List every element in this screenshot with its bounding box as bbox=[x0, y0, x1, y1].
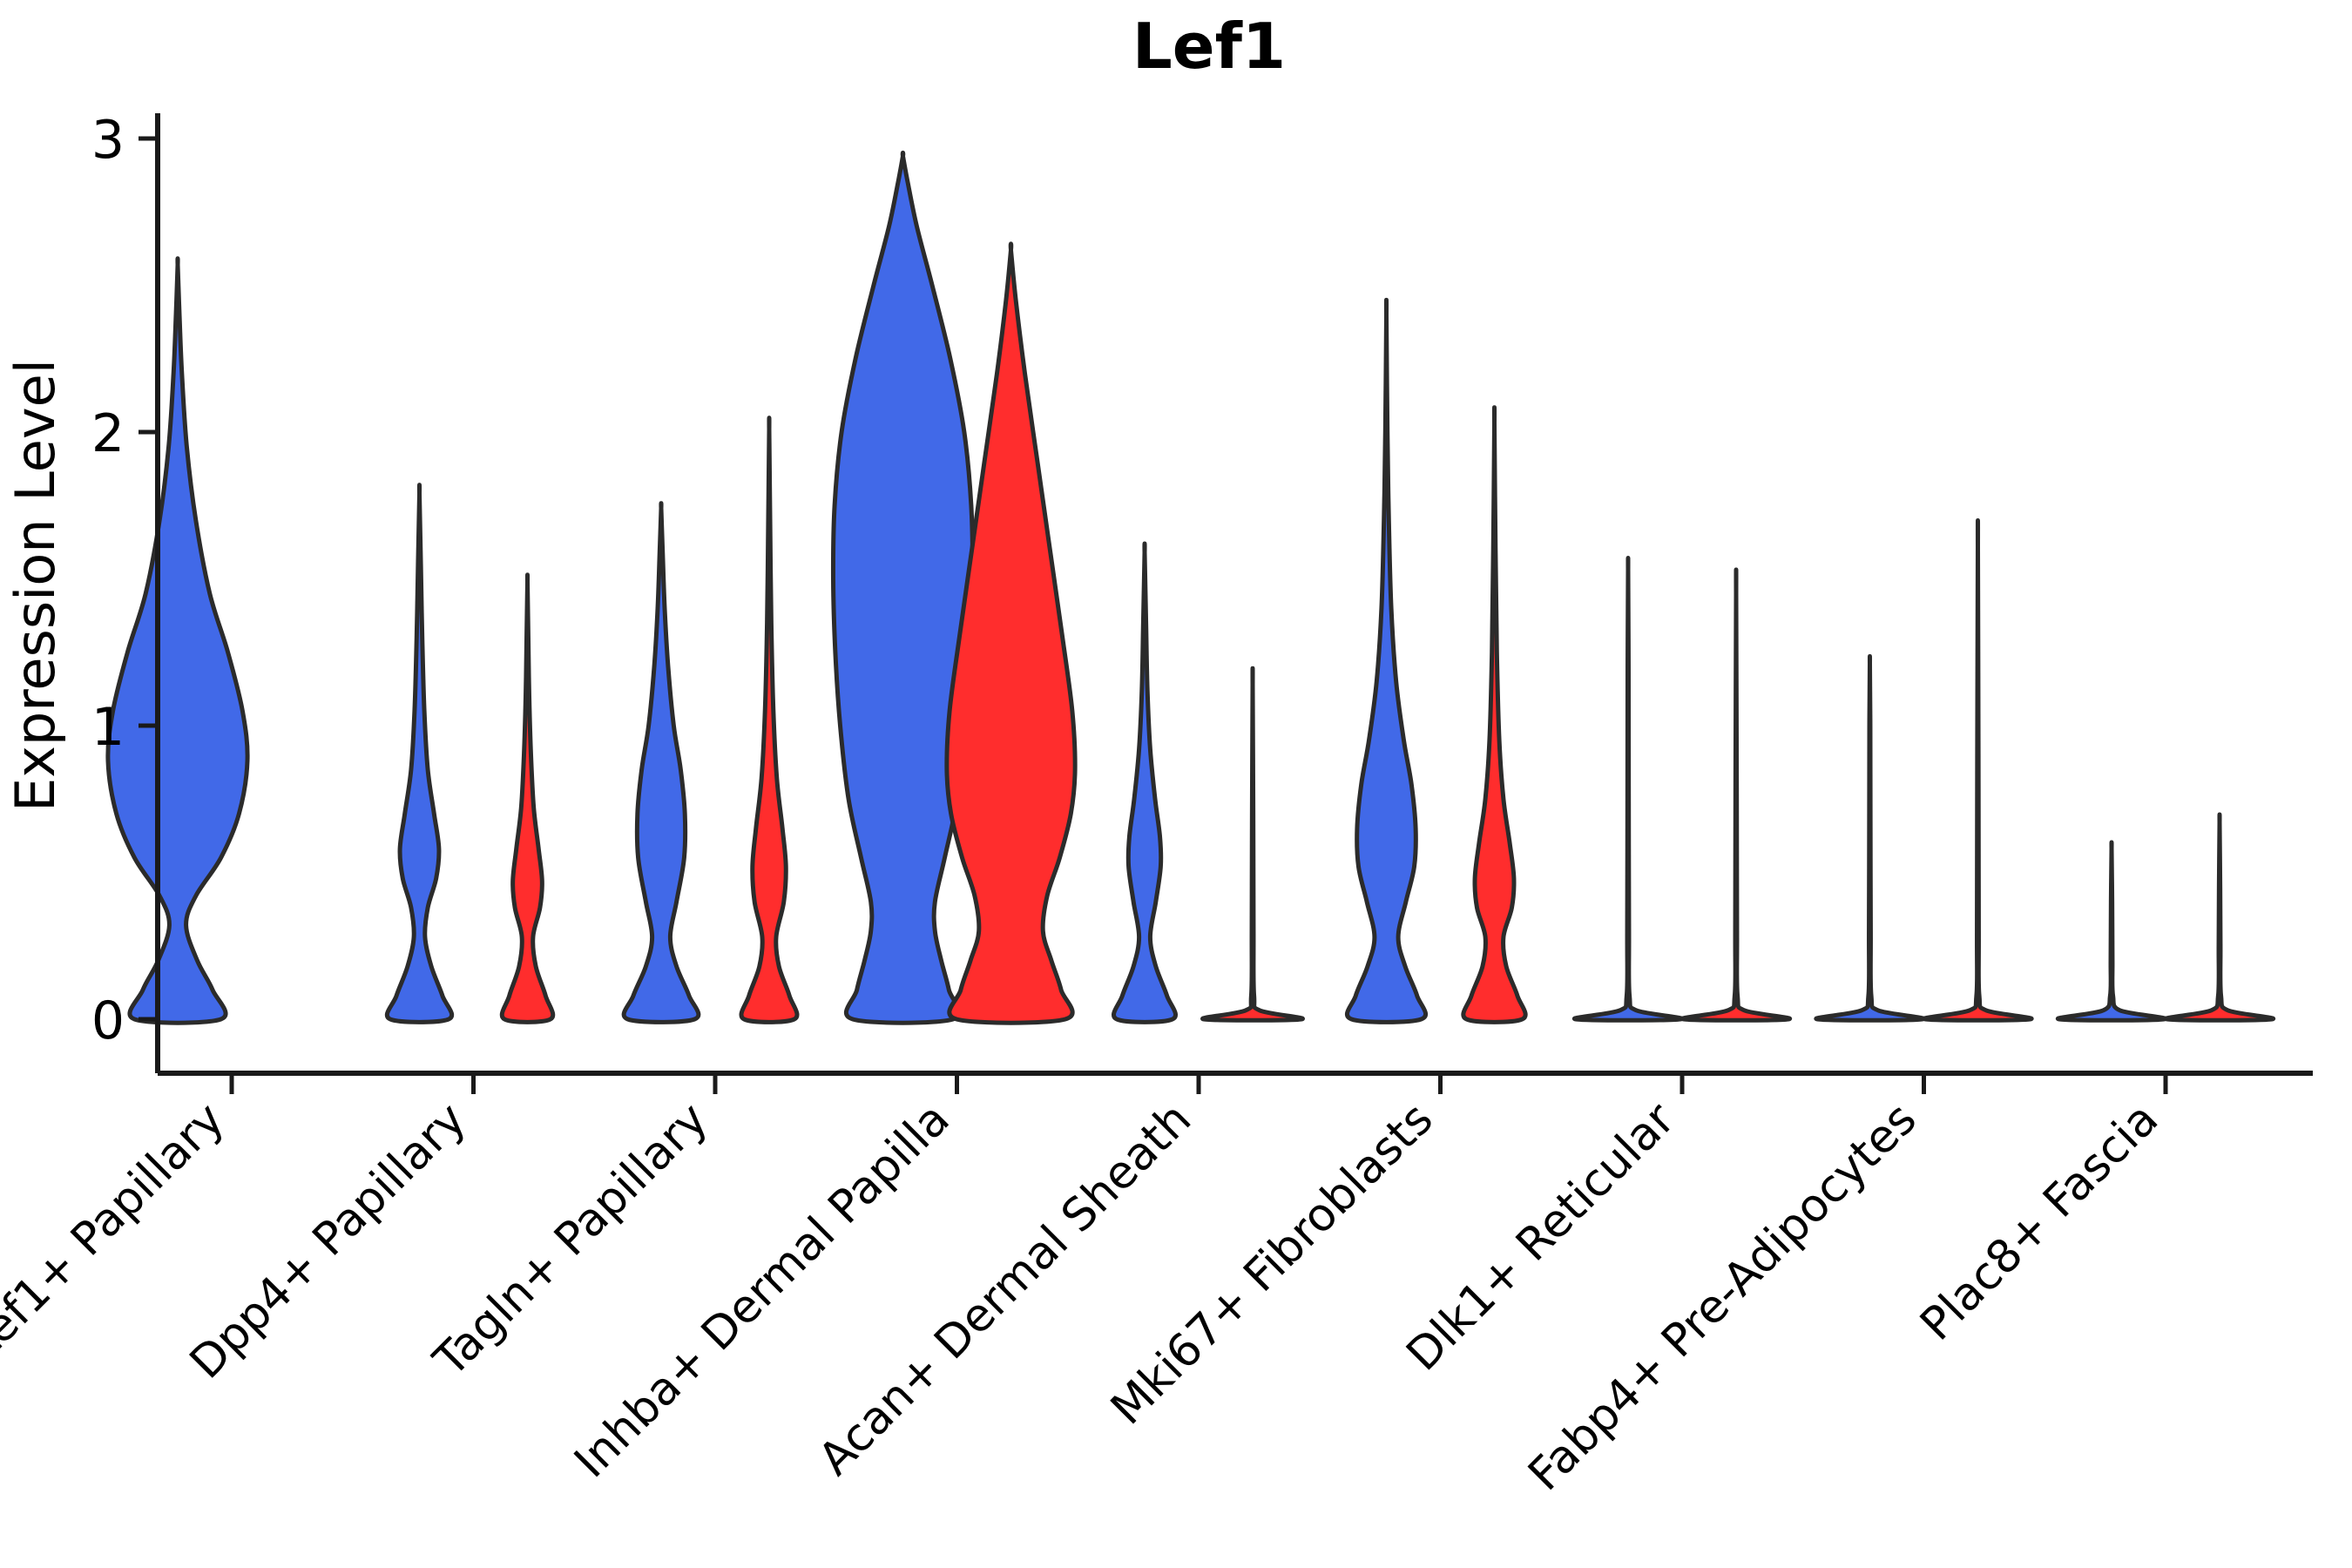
violin-shape bbox=[1680, 567, 1793, 1023]
violin-shape bbox=[1461, 405, 1528, 1024]
violin-shape bbox=[1345, 297, 1428, 1024]
violin-shape bbox=[944, 241, 1078, 1025]
x-tick-group bbox=[229, 1073, 2168, 1094]
violin-shape bbox=[1814, 653, 1926, 1023]
x-tick-label: Dlk1+ Reticular bbox=[1397, 1092, 1686, 1381]
y-tick-label: 2 bbox=[91, 403, 125, 464]
x-tick-label: Lef1+ Papillary bbox=[0, 1093, 234, 1372]
x-tick-label: Fabp4+ Pre-Adipocytes bbox=[1518, 1093, 1926, 1501]
y-tick-label: 0 bbox=[91, 990, 125, 1051]
violin-shape bbox=[105, 256, 250, 1025]
page-title: Lef1 bbox=[1132, 10, 1286, 83]
violin-shape bbox=[1571, 555, 1685, 1023]
violin-shape bbox=[1922, 518, 2034, 1023]
x-tick-label: Plac8+ Fascia bbox=[1910, 1093, 2168, 1351]
violin-shape bbox=[1200, 666, 1305, 1023]
y-tick-label: 3 bbox=[91, 110, 125, 171]
violin-shape bbox=[739, 416, 800, 1024]
violin-shape bbox=[2163, 812, 2276, 1023]
axes-group bbox=[155, 113, 2313, 1076]
violin-shape bbox=[2055, 840, 2168, 1023]
violin-shape bbox=[499, 572, 556, 1024]
y-tick-group: 0 1 2 3 bbox=[91, 110, 158, 1051]
violin-shape bbox=[621, 501, 701, 1024]
violin-shape bbox=[384, 483, 455, 1024]
y-axis-label: Expression Level bbox=[3, 359, 67, 812]
violin-shape bbox=[830, 150, 976, 1025]
y-tick-label: 1 bbox=[91, 697, 125, 758]
violin-shape bbox=[1112, 541, 1178, 1024]
violin-series-group bbox=[105, 150, 2276, 1025]
